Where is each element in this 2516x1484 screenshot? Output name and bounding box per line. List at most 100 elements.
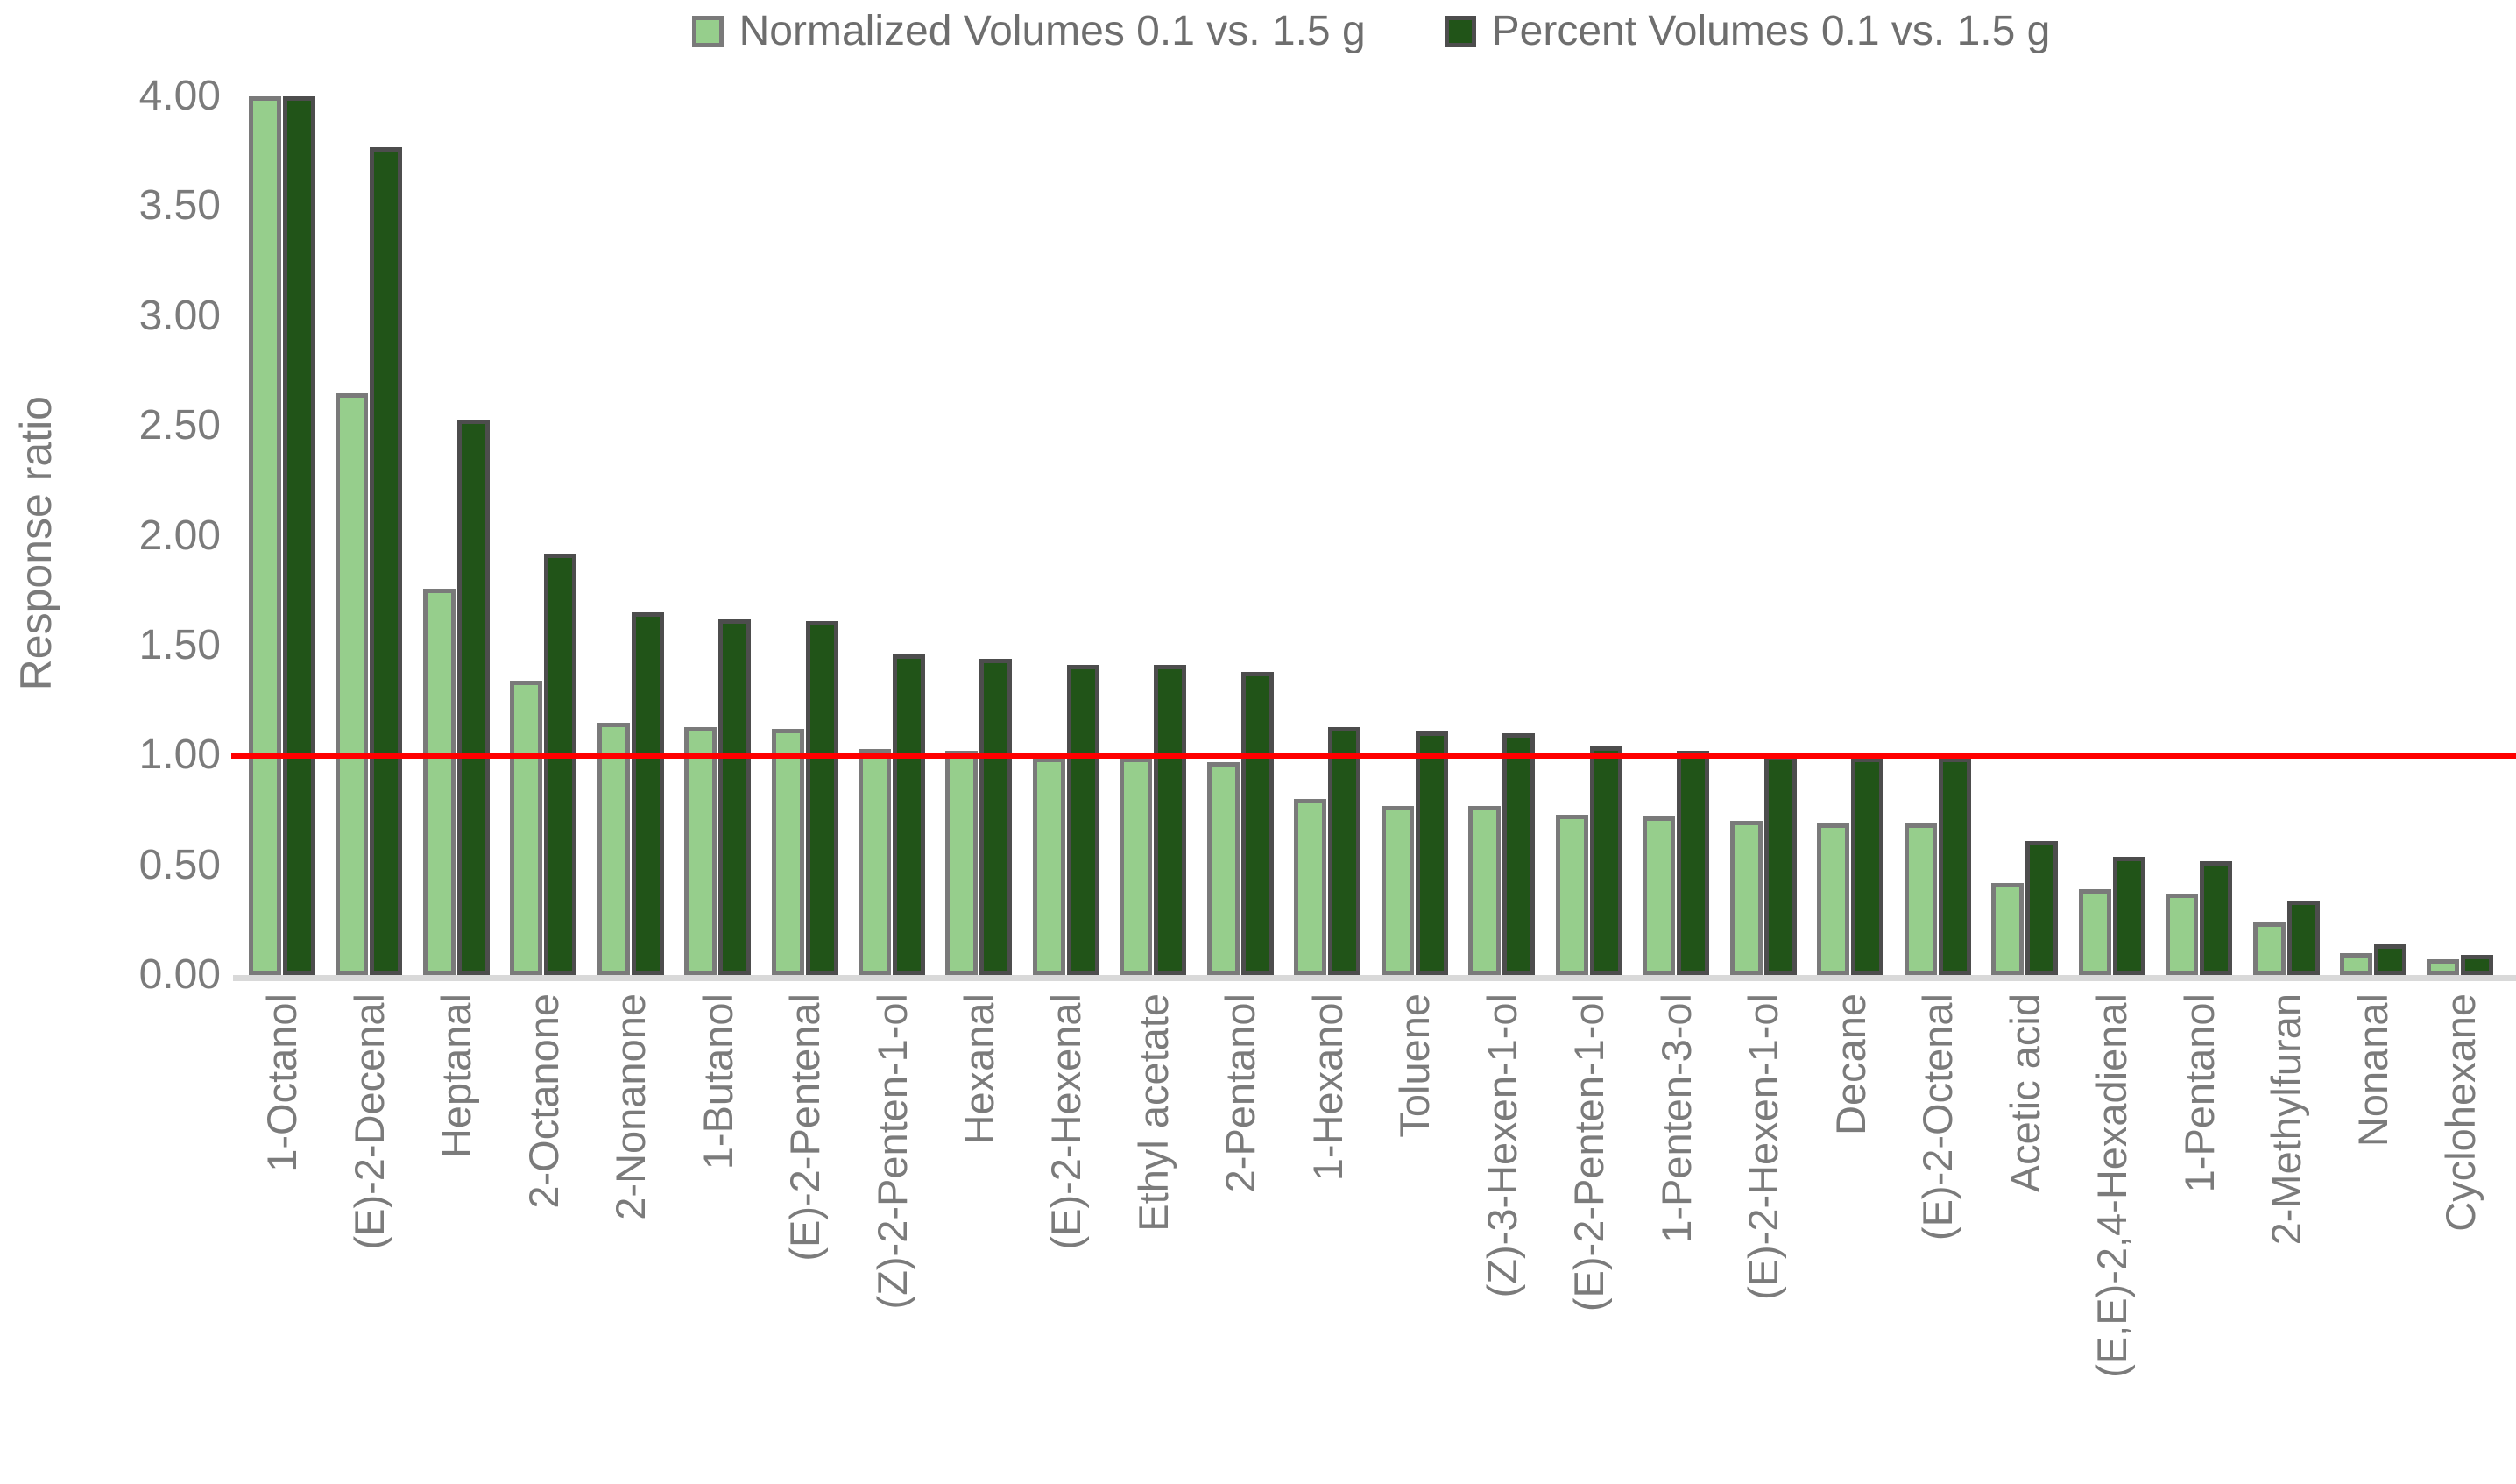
bar-normalized-8 <box>859 749 892 975</box>
bar-percent-23 <box>2200 861 2233 975</box>
bar-normalized-4 <box>510 681 543 975</box>
x-label-cell: 1-Hexanol <box>1284 993 1371 1480</box>
bar-percent-12 <box>1240 672 1274 975</box>
x-label-cell: (E,E)-2,4-Hexadienal <box>2068 993 2155 1480</box>
x-category-label: 1-Penten-3-ol <box>1652 993 1700 1243</box>
bar-group-14 <box>1371 96 1458 975</box>
bar-percent-26 <box>2461 955 2494 975</box>
bar-group-8 <box>848 96 935 975</box>
bar-group-21 <box>1981 96 2067 975</box>
x-label-cell: (E)-2-Hexen-1-ol <box>1720 993 1806 1480</box>
bar-normalized-7 <box>771 729 804 975</box>
x-category-label: Decane <box>1827 993 1874 1135</box>
x-label-cell: Nonanal <box>2329 993 2416 1480</box>
y-tick-label: 2.00 <box>138 512 221 559</box>
y-tick-label: 0.50 <box>138 841 221 888</box>
bar-group-4 <box>499 96 586 975</box>
x-category-label: 2-Octanone <box>519 993 567 1209</box>
bar-group-18 <box>1720 96 1806 975</box>
y-tick-label: 4.00 <box>138 73 221 119</box>
x-label-cell: (E)-2-Pentenal <box>761 993 848 1480</box>
bar-series-container <box>238 96 2504 975</box>
x-label-cell: Toluene <box>1371 993 1458 1480</box>
bar-normalized-20 <box>1904 823 1937 975</box>
bar-group-1 <box>238 96 325 975</box>
bar-percent-22 <box>2112 857 2145 975</box>
x-category-label: Hexanal <box>955 993 1002 1145</box>
legend-item-percent: Percent Volumes 0.1 vs. 1.5 g <box>1444 7 2051 55</box>
bar-normalized-26 <box>2427 959 2460 975</box>
x-label-cell: 2-Octanone <box>499 993 586 1480</box>
plot-area <box>231 96 2516 981</box>
bar-percent-17 <box>1677 751 1710 975</box>
bar-group-25 <box>2329 96 2416 975</box>
bar-percent-13 <box>1328 727 1361 975</box>
bar-percent-8 <box>893 654 926 975</box>
bar-normalized-22 <box>2078 889 2111 975</box>
bar-percent-11 <box>1154 665 1187 975</box>
x-label-cell: (E)-2-Penten-1-ol <box>1545 993 1632 1480</box>
chart-legend: Normalized Volumes 0.1 vs. 1.5 g Percent… <box>238 7 2504 55</box>
bar-group-24 <box>2243 96 2329 975</box>
bar-group-11 <box>1110 96 1197 975</box>
x-category-label: 1-Butanol <box>694 993 741 1170</box>
x-category-label: (E)-2-Penten-1-ol <box>1565 993 1613 1312</box>
x-label-cell: 2-Pentanol <box>1197 993 1283 1480</box>
y-tick-label: 2.50 <box>138 402 221 449</box>
bar-percent-7 <box>805 621 838 975</box>
x-label-cell: 2-Methylfuran <box>2243 993 2329 1480</box>
bar-group-12 <box>1197 96 1283 975</box>
bar-normalized-1 <box>248 96 281 975</box>
bar-group-5 <box>587 96 674 975</box>
x-category-label: Nonanal <box>2350 993 2397 1148</box>
x-category-label: (Z)-3-Hexen-1-ol <box>1478 993 1525 1298</box>
bar-group-26 <box>2417 96 2504 975</box>
bar-percent-20 <box>1938 758 1971 975</box>
x-label-cell: Ethyl acetate <box>1110 993 1197 1480</box>
x-category-label: (E)-2-Hexen-1-ol <box>1740 993 1787 1300</box>
x-category-label: 2-Methylfuran <box>2263 993 2310 1246</box>
x-category-label: Acetic acid <box>2001 993 2048 1193</box>
legend-label-normalized: Normalized Volumes 0.1 vs. 1.5 g <box>739 8 1366 54</box>
x-category-label: (Z)-2-Penten-1-ol <box>868 993 915 1310</box>
bar-normalized-16 <box>1555 815 1588 975</box>
y-tick-label: 0.00 <box>138 951 221 998</box>
x-label-cell: Decane <box>1806 993 1893 1480</box>
bar-normalized-14 <box>1381 806 1414 975</box>
bar-normalized-17 <box>1643 816 1676 975</box>
bar-percent-9 <box>979 659 1013 975</box>
bar-normalized-18 <box>1729 821 1763 975</box>
bar-group-17 <box>1633 96 1720 975</box>
legend-swatch-normalized-icon <box>691 15 724 47</box>
x-category-label: (E)-2-Pentenal <box>781 993 829 1261</box>
bar-normalized-3 <box>422 589 456 975</box>
legend-swatch-percent-icon <box>1444 15 1476 47</box>
bar-group-20 <box>1894 96 1981 975</box>
bar-group-19 <box>1806 96 1893 975</box>
bar-normalized-23 <box>2166 894 2199 975</box>
bar-percent-25 <box>2373 944 2406 975</box>
bar-group-10 <box>1022 96 1109 975</box>
x-label-cell: (E)-2-Hexenal <box>1022 993 1109 1480</box>
bar-normalized-15 <box>1468 806 1502 975</box>
x-label-cell: 1-Pentanol <box>2155 993 2242 1480</box>
bar-percent-3 <box>456 420 490 975</box>
bar-group-2 <box>325 96 412 975</box>
legend-label-percent: Percent Volumes 0.1 vs. 1.5 g <box>1491 8 2051 54</box>
x-category-label: (E,E)-2,4-Hexadienal <box>2088 993 2136 1378</box>
bar-normalized-12 <box>1206 762 1240 975</box>
bar-normalized-11 <box>1120 758 1153 975</box>
bar-group-3 <box>413 96 499 975</box>
x-label-cell: Heptanal <box>413 993 499 1480</box>
bar-group-7 <box>761 96 848 975</box>
bar-percent-16 <box>1589 746 1622 975</box>
bar-percent-21 <box>2025 841 2059 975</box>
bar-group-13 <box>1284 96 1371 975</box>
x-category-label: (E)-2-Decenal <box>345 993 392 1250</box>
x-category-label: (E)-2-Hexenal <box>1042 993 1090 1250</box>
x-label-cell: (E)-2-Octenal <box>1894 993 1981 1480</box>
x-category-label: Ethyl acetate <box>1129 993 1177 1232</box>
x-category-label: 1-Pentanol <box>2175 993 2223 1193</box>
bar-percent-10 <box>1066 665 1099 975</box>
bar-normalized-10 <box>1032 758 1065 975</box>
